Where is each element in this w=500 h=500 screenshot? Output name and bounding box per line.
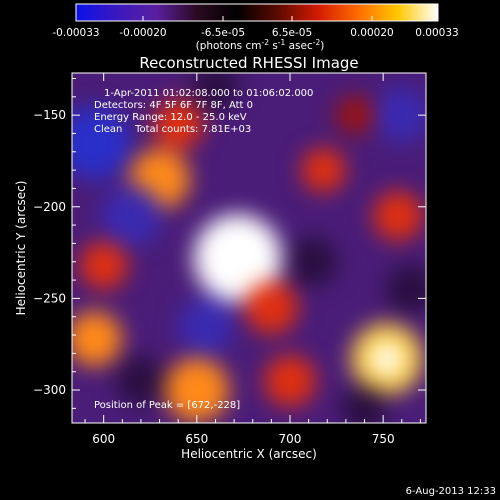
colorbar-ticks — [75, 16, 438, 21]
negative-source — [374, 87, 426, 143]
emission-source — [153, 99, 204, 150]
colorbar-tick-label: 6.5e-05 — [272, 27, 312, 39]
x-tick-label: 600 — [92, 432, 115, 446]
colorbar-tick-label: -0.00020 — [119, 27, 166, 39]
y-axis-label: Heliocentric Y (arcsec) — [14, 181, 28, 316]
negative-source — [341, 385, 388, 423]
emission-source-core — [218, 238, 258, 278]
emission-source — [244, 280, 299, 335]
y-tick-label: −300 — [33, 383, 66, 397]
y-tick-label: −250 — [33, 291, 66, 305]
annotation-clean: Clean Total counts: 7.81E+03 — [94, 124, 251, 135]
negative-source — [192, 73, 239, 111]
annotations: 1-Apr-2011 01:02:08.000 to 01:06:02.000 … — [94, 88, 313, 411]
x-axis-label: Heliocentric X (arcsec) — [181, 447, 317, 461]
colorbar-unit-label: (photons cm-2 s-1 asec-2) — [196, 38, 325, 52]
negative-source — [101, 185, 163, 247]
negative-source — [72, 105, 132, 180]
colorbar — [75, 3, 439, 22]
annotation-energy: Energy Range: 12.0 - 25.0 keV — [94, 112, 247, 123]
negative-source — [287, 236, 338, 287]
y-tick-label: −150 — [33, 108, 66, 122]
colorbar-tick-label: -0.00033 — [52, 27, 99, 39]
emission-source — [373, 191, 423, 241]
x-tick-label: 700 — [279, 432, 302, 446]
emission-source — [164, 357, 230, 423]
axes: 600 650 700 750 −150 −200 −250 −300 — [33, 73, 426, 446]
y-tick-label: −200 — [33, 200, 66, 214]
emission-source — [72, 311, 122, 367]
chart-title: Reconstructed RHESSI Image — [139, 54, 358, 72]
annotation-time: 1-Apr-2011 01:02:08.000 to 01:06:02.000 — [104, 88, 313, 99]
emission-source — [301, 147, 346, 193]
footer-date: 6-Aug-2013 12:33 — [406, 486, 496, 497]
negative-source — [116, 355, 166, 406]
emission-source — [79, 241, 128, 290]
heatmap-image — [72, 73, 426, 423]
x-tick-label: 650 — [185, 432, 208, 446]
negative-source — [177, 297, 235, 355]
plot-frame — [71, 72, 427, 424]
colorbar-tick-labels: -0.00033 -0.00020 -6.5e-05 6.5e-05 0.000… — [52, 27, 458, 39]
emission-source — [335, 95, 375, 135]
emission-source — [264, 355, 316, 407]
colorbar-tick-label: 0.00033 — [415, 27, 458, 39]
annotation-detectors: Detectors: 4F 5F 6F 7F 8F, Att 0 — [94, 100, 253, 111]
negative-source — [386, 264, 426, 315]
colorbar-tick-label: 0.00020 — [350, 27, 393, 39]
emission-source-core — [370, 342, 403, 375]
colorbar-tick-label: -6.5e-05 — [201, 27, 245, 39]
x-tick-label: 750 — [372, 432, 395, 446]
peak-position-label: Position of Peak = [672,-228] — [94, 400, 240, 411]
